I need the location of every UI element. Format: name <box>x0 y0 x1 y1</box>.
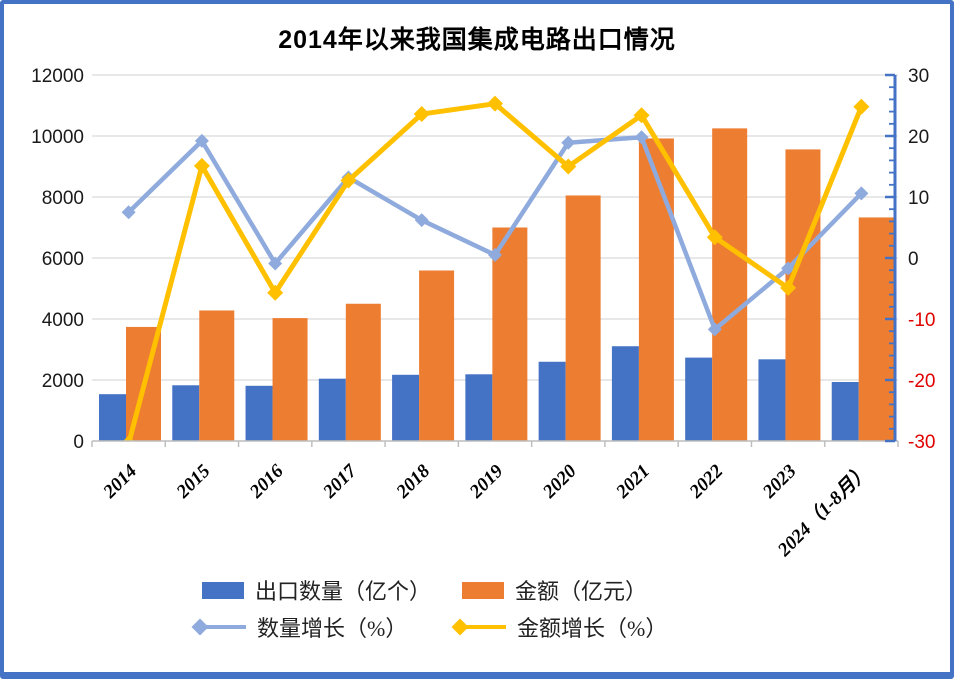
x-axis-category-label: 2016 <box>245 460 288 503</box>
amount-bar <box>565 195 601 441</box>
diamond-marker-icon <box>488 247 502 262</box>
amount-bar <box>858 217 894 441</box>
quantity-bar <box>465 374 493 441</box>
x-axis-category-label: 2015 <box>172 460 215 503</box>
right-axis-tick-label: 10 <box>908 188 929 209</box>
x-axis-category-label: 2020 <box>538 460 581 503</box>
diamond-marker-icon <box>780 279 797 296</box>
chart-plot-area: 0 2000 4000 6000 8000 10000 12000 -30 -20 -10 0 10 2… <box>31 66 935 561</box>
right-axis-tick-label: 30 <box>908 66 929 87</box>
diamond-marker-icon <box>191 618 209 636</box>
left-axis-tick-label: 4000 <box>42 310 84 331</box>
diamond-marker-icon <box>854 186 869 201</box>
diamond-marker-icon <box>487 95 503 112</box>
x-axis-category-label: 2014 <box>99 461 141 503</box>
diamond-marker-icon <box>633 107 650 124</box>
x-axis-category-label: 2022 <box>685 460 728 503</box>
quantity-bar <box>392 374 420 441</box>
right-axis-tick-label: -20 <box>908 371 935 392</box>
x-axis-category-label: 2017 <box>319 460 362 503</box>
x-axis-category-label: 2023 <box>758 461 800 503</box>
right-axis-tick-label: 20 <box>908 127 929 148</box>
left-axis-tick-label: 12000 <box>31 66 84 87</box>
amount-bar <box>199 310 235 441</box>
diamond-marker-icon <box>123 435 135 441</box>
right-axis-tick-label: -10 <box>908 310 935 331</box>
quantity-bar <box>538 361 566 441</box>
legend-item-quantity-growth: 数量增长（%） <box>191 611 408 643</box>
amount-growth-line-swatch <box>451 618 506 636</box>
left-axis-tick-label: 10000 <box>31 127 84 148</box>
amount-bar-swatch <box>462 581 504 599</box>
diamond-marker-icon <box>194 133 209 148</box>
quantity-bar <box>99 394 126 441</box>
diamond-marker-icon <box>560 158 577 175</box>
legend-label-amount-growth: 金额增长（%） <box>517 616 668 641</box>
quantity-bar <box>318 378 346 441</box>
amount-growth-line <box>123 95 870 441</box>
quantity-bar-swatch <box>202 581 244 599</box>
diamond-marker-icon <box>413 106 430 123</box>
diamond-marker-icon <box>414 213 429 228</box>
chart-title: 2014年以来我国集成电路出口情况 <box>278 26 676 54</box>
legend-label-quantity: 出口数量（亿个） <box>255 579 432 604</box>
diamond-marker-icon <box>451 618 469 636</box>
x-axis-category-label: 2021 <box>612 461 654 503</box>
diamond-marker-icon <box>267 284 284 301</box>
quantity-bar <box>611 346 639 441</box>
quantity-bar <box>685 357 713 441</box>
legend-label-amount: 金额（亿元） <box>515 579 648 604</box>
quantity-bar <box>758 359 786 441</box>
diamond-marker-icon <box>781 261 796 276</box>
amount-bar <box>272 318 308 441</box>
right-axis-tick-label: -30 <box>908 432 935 453</box>
diamond-marker-icon <box>340 172 357 189</box>
amount-bar <box>492 227 528 441</box>
quantity-growth-line-swatch <box>191 618 246 636</box>
left-axis-tick-label: 8000 <box>42 188 84 209</box>
quantity-bar <box>831 382 859 441</box>
left-axis-tick-label: 0 <box>73 432 84 453</box>
diamond-marker-icon <box>634 130 649 145</box>
legend-item-export-quantity: 出口数量（亿个） <box>202 574 431 606</box>
diamond-marker-icon <box>707 322 722 337</box>
amount-bar <box>638 138 674 441</box>
legend-item-amount-growth: 金额增长（%） <box>451 611 668 643</box>
legend-item-amount: 金额（亿元） <box>462 574 647 606</box>
diamond-marker-icon <box>193 157 210 174</box>
right-axis-tick-label: 0 <box>908 249 919 270</box>
left-axis-tick-label: 2000 <box>42 371 84 392</box>
x-axis-category-label: 2018 <box>392 460 435 503</box>
quantity-bar <box>245 385 273 441</box>
diamond-marker-icon <box>561 135 576 150</box>
diamond-marker-icon <box>268 256 283 271</box>
diamond-marker-icon <box>121 205 136 220</box>
amount-bar <box>345 303 381 441</box>
diamond-marker-icon <box>853 98 870 115</box>
diamond-marker-icon <box>706 229 723 246</box>
amount-bar <box>419 270 455 441</box>
legend-label-quantity-growth: 数量增长（%） <box>257 616 408 641</box>
amount-bar <box>712 128 748 441</box>
x-axis-category-label: 2019 <box>465 460 508 503</box>
left-axis-tick-label: 6000 <box>42 249 84 270</box>
quantity-bar <box>172 385 200 441</box>
amount-bar <box>785 149 821 442</box>
quantity-growth-line <box>121 130 869 337</box>
